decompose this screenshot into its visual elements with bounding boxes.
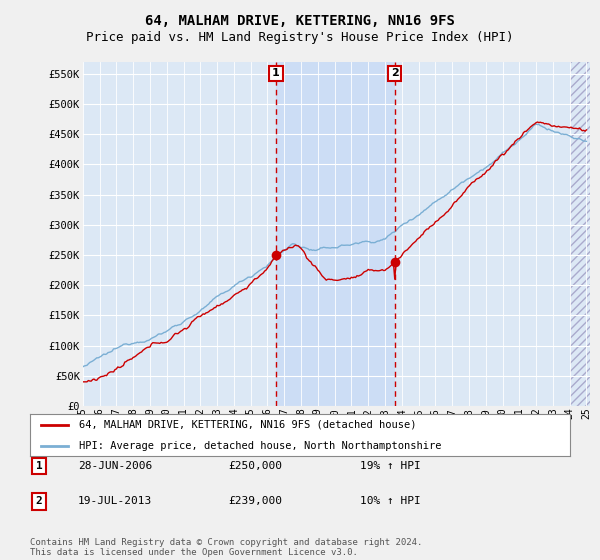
Text: 64, MALHAM DRIVE, KETTERING, NN16 9FS: 64, MALHAM DRIVE, KETTERING, NN16 9FS	[145, 14, 455, 28]
Text: £250,000: £250,000	[228, 461, 282, 471]
Text: 1: 1	[272, 68, 280, 78]
Text: 1: 1	[35, 461, 43, 471]
Text: 19% ↑ HPI: 19% ↑ HPI	[360, 461, 421, 471]
Text: 19-JUL-2013: 19-JUL-2013	[78, 496, 152, 506]
Text: HPI: Average price, detached house, North Northamptonshire: HPI: Average price, detached house, Nort…	[79, 441, 441, 451]
Text: Contains HM Land Registry data © Crown copyright and database right 2024.
This d: Contains HM Land Registry data © Crown c…	[30, 538, 422, 557]
Text: Price paid vs. HM Land Registry's House Price Index (HPI): Price paid vs. HM Land Registry's House …	[86, 31, 514, 44]
Bar	[569, 62, 590, 406]
Text: 2: 2	[391, 68, 398, 78]
Text: 28-JUN-2006: 28-JUN-2006	[78, 461, 152, 471]
Text: 64, MALHAM DRIVE, KETTERING, NN16 9FS (detached house): 64, MALHAM DRIVE, KETTERING, NN16 9FS (d…	[79, 420, 416, 430]
Text: 10% ↑ HPI: 10% ↑ HPI	[360, 496, 421, 506]
Text: £239,000: £239,000	[228, 496, 282, 506]
Bar	[276, 62, 395, 406]
Text: 2: 2	[35, 496, 43, 506]
